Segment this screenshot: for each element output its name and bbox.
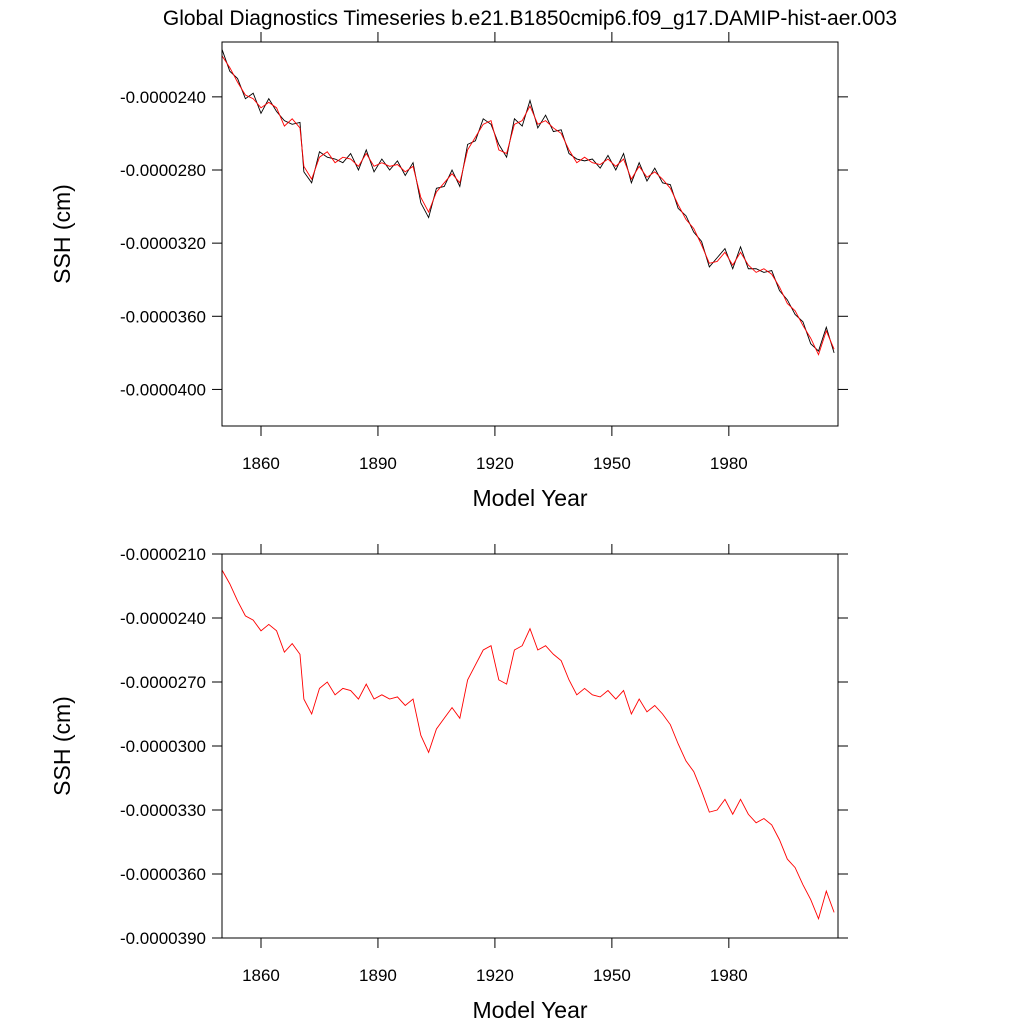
y-tick-label: -0.0000240 [120,88,206,107]
y-tick-label: -0.0000300 [120,737,206,756]
x-tick-label: 1860 [242,966,280,985]
y-axis-label: SSH (cm) [49,696,75,796]
x-tick-label: 1920 [476,454,514,473]
y-tick-label: -0.0000390 [120,929,206,948]
plot-frame [221,41,839,427]
chart-title: Global Diagnostics Timeseries b.e21.B185… [163,7,897,30]
x-tick-label: 1920 [476,966,514,985]
x-tick-label: 1980 [710,966,748,985]
x-tick-label: 1890 [359,454,397,473]
x-tick-label: 1980 [710,454,748,473]
y-tick-label: -0.0000330 [120,801,206,820]
data-line [221,55,835,356]
x-tick-label: 1950 [593,454,631,473]
y-tick-label: -0.0000360 [120,307,206,326]
x-axis-label: Model Year [472,485,587,511]
y-tick-label: -0.0000400 [120,380,206,399]
x-tick-label: 1860 [242,454,280,473]
y-tick-label: -0.0000240 [120,609,206,628]
data-line [221,49,835,353]
y-tick-label: -0.0000270 [120,673,206,692]
y-tick-label: -0.0000360 [120,865,206,884]
data-line [221,569,835,921]
y-tick-label: -0.0000210 [120,545,206,564]
y-axis-label: SSH (cm) [49,184,75,284]
x-axis-label: Model Year [472,997,587,1023]
x-tick-label: 1950 [593,966,631,985]
plot-frame [221,553,839,939]
y-tick-label: -0.0000280 [120,161,206,180]
x-tick-label: 1890 [359,966,397,985]
y-tick-label: -0.0000320 [120,234,206,253]
